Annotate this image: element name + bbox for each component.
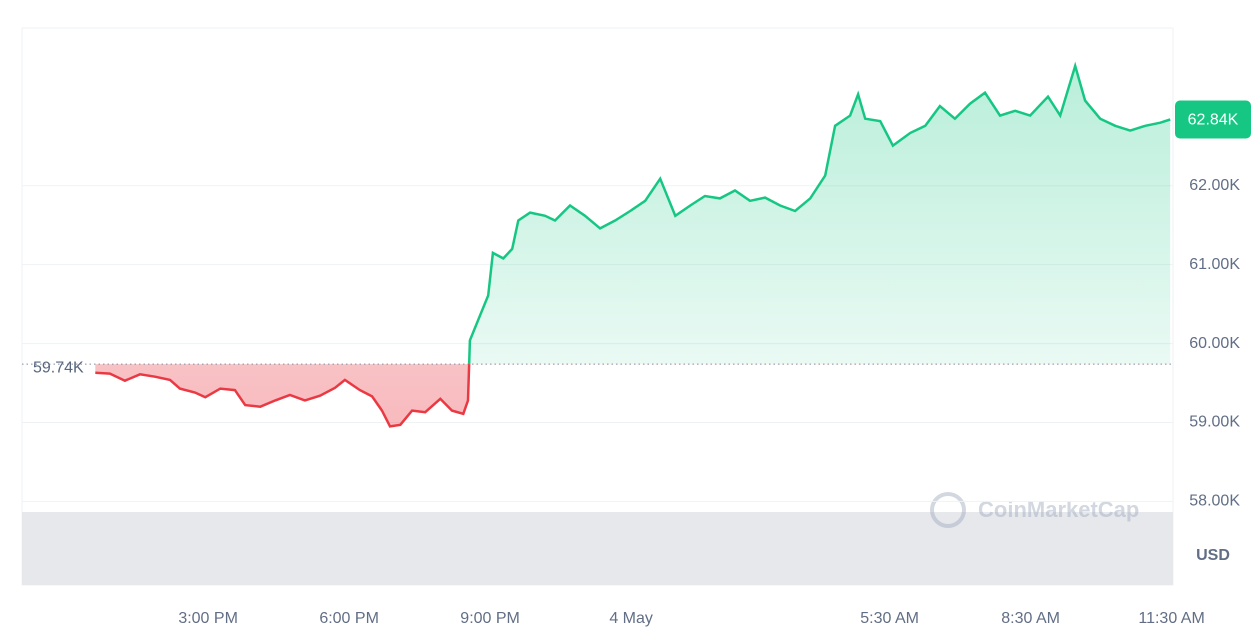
price-line-up xyxy=(467,61,1171,365)
currency-label: USD xyxy=(1196,547,1230,564)
y-tick-label: 61.00K xyxy=(1189,256,1240,273)
x-tick-label: 3:00 PM xyxy=(178,610,238,627)
x-tick-label: 8:30 AM xyxy=(1001,610,1060,627)
y-tick-label: 60.00K xyxy=(1189,335,1240,352)
price-tag-label: 62.84K xyxy=(1188,112,1239,129)
baseline-label: 59.74K xyxy=(33,359,84,376)
y-tick-label: 58.00K xyxy=(1189,493,1240,510)
x-tick-label: 11:30 AM xyxy=(1138,610,1204,627)
x-tick-label: 6:00 PM xyxy=(319,610,379,627)
y-tick-label: 62.00K xyxy=(1189,177,1240,194)
price-line-down xyxy=(95,364,471,428)
price-tag xyxy=(1175,100,1251,139)
volume-area xyxy=(22,512,1173,585)
y-tick-label: 59.00K xyxy=(1189,414,1240,431)
x-tick-label: 4 May xyxy=(609,610,653,627)
watermark-text: CoinMarketCap xyxy=(978,497,1139,522)
area-down xyxy=(95,364,470,427)
x-tick-label: 5:30 AM xyxy=(860,610,919,627)
x-tick-label: 9:00 PM xyxy=(460,610,520,627)
